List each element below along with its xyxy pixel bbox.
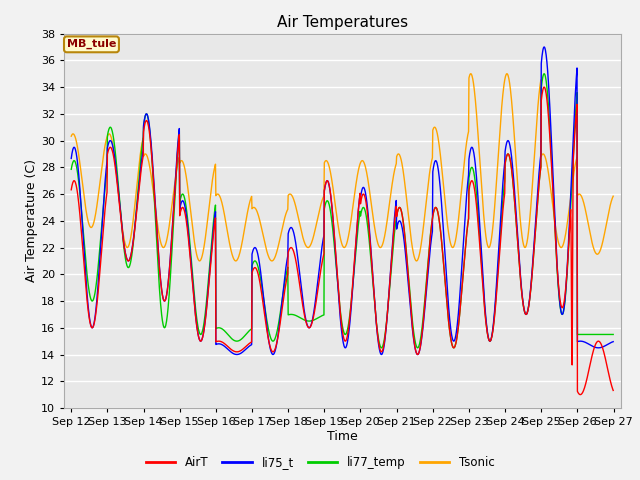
Legend: AirT, li75_t, li77_temp, Tsonic: AirT, li75_t, li77_temp, Tsonic [141,452,499,474]
Title: Air Temperatures: Air Temperatures [277,15,408,30]
Y-axis label: Air Temperature (C): Air Temperature (C) [25,159,38,282]
Text: MB_tule: MB_tule [67,39,116,49]
X-axis label: Time: Time [327,430,358,443]
